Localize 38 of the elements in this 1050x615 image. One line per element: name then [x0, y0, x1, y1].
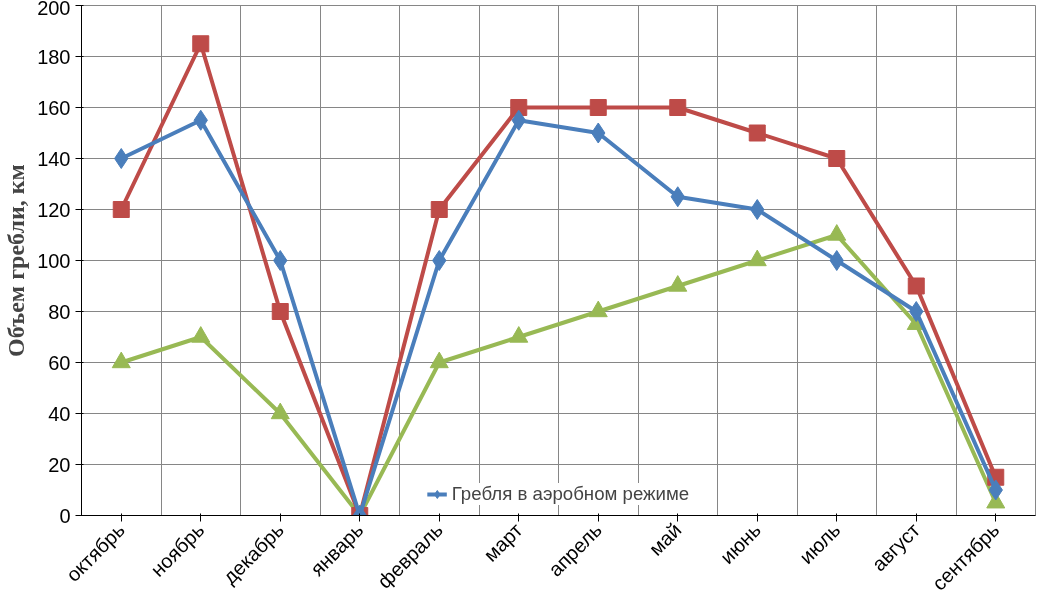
point: [750, 199, 765, 220]
point: [668, 275, 688, 292]
point: [432, 250, 447, 271]
point: [909, 301, 924, 322]
y-tick-label: 60: [48, 351, 71, 374]
point: [828, 150, 846, 167]
y-tick-label: 80: [48, 300, 71, 323]
y-tick-label: 120: [37, 198, 71, 221]
y-tick-label: 160: [37, 96, 71, 119]
point: [112, 201, 130, 218]
point: [191, 326, 211, 343]
point: [271, 303, 289, 320]
y-tick-label: 0: [59, 504, 71, 527]
y-tick-label: 140: [37, 147, 71, 170]
x-tick-label: май: [644, 518, 686, 560]
point: [192, 35, 210, 53]
y-tick-label: 180: [37, 45, 71, 68]
point: [111, 351, 131, 369]
point: [907, 277, 925, 295]
point: [669, 99, 687, 116]
point: [747, 249, 767, 267]
y-tick-label: 20: [48, 453, 71, 476]
point: [588, 300, 608, 318]
point: [829, 250, 844, 271]
point: [429, 351, 449, 369]
point: [270, 402, 290, 420]
point: [509, 326, 529, 343]
y-tick-label: 200: [37, 0, 71, 19]
point: [430, 201, 448, 218]
point: [114, 148, 129, 169]
y-tick-label: 100: [37, 249, 71, 272]
y-tick-label: 40: [48, 402, 71, 425]
y-axis-title: Объем гребли, км: [3, 164, 30, 357]
point: [748, 124, 766, 142]
point: [827, 224, 847, 241]
point: [273, 250, 288, 271]
legend-label: Гребля в аэробном режиме: [451, 483, 690, 505]
point: [589, 99, 607, 116]
